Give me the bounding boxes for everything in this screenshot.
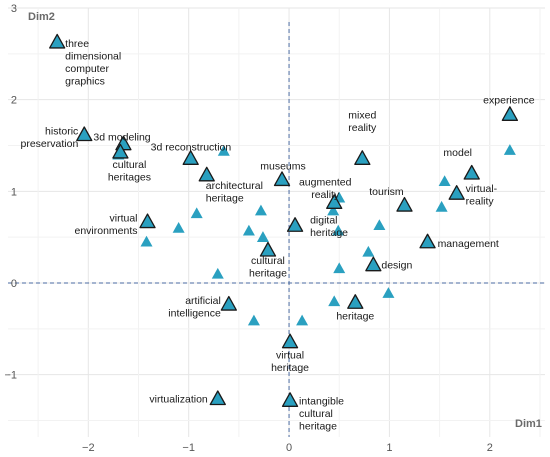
x-tick-label: 0 <box>286 442 292 454</box>
x-tick-label: −2 <box>82 442 95 454</box>
document-point-marker <box>503 144 516 155</box>
labeled-point-marker <box>259 241 277 257</box>
x-tick-label: −1 <box>182 442 195 454</box>
y-tick-label: 3 <box>11 3 17 15</box>
labeled-point-marker <box>396 196 413 212</box>
labeled-point-marker <box>501 106 519 121</box>
document-point-marker <box>327 204 340 216</box>
y-tick-label: 0 <box>11 278 17 290</box>
document-point-marker <box>328 295 341 307</box>
labeled-points <box>49 33 519 407</box>
labeled-point-marker <box>198 166 215 182</box>
document-point-marker <box>172 222 185 233</box>
labeled-point-marker <box>286 217 304 232</box>
document-point-marker <box>296 314 309 326</box>
document-point-marker <box>435 200 448 212</box>
labeled-point-marker <box>76 126 93 142</box>
labeled-point-marker <box>354 150 371 165</box>
document-point-marker <box>217 145 230 156</box>
labeled-point-marker <box>281 333 299 349</box>
point-label: tourism <box>369 186 404 198</box>
zero-reference-lines <box>8 22 545 437</box>
y-tick-label: 1 <box>11 186 17 198</box>
point-label: three dimensional computer graphics <box>65 38 121 88</box>
point-label: museums <box>260 160 306 172</box>
document-point-marker <box>332 224 345 236</box>
y-tick-label: −1 <box>4 370 17 382</box>
labeled-point-marker <box>182 150 199 165</box>
point-label: heritage <box>336 310 374 322</box>
labeled-point-marker <box>326 194 343 209</box>
y-tick-label: 2 <box>11 95 17 107</box>
point-label: architectural heritage <box>206 180 263 205</box>
labeled-point-marker <box>49 33 66 49</box>
point-label: model <box>443 147 472 159</box>
point-label: design <box>381 260 412 272</box>
document-point-marker <box>256 231 269 242</box>
point-label: digital heritage <box>310 214 348 239</box>
point-label: virtual-reality <box>466 183 498 208</box>
x-tick-label: 1 <box>386 442 392 454</box>
labeled-point-marker <box>419 233 436 249</box>
point-label: 3d reconstruction <box>151 141 232 153</box>
labeled-point-marker <box>365 256 382 272</box>
labeled-point-marker <box>139 213 156 229</box>
point-label: augmented reality <box>299 176 352 201</box>
document-point-marker <box>254 204 267 216</box>
point-labels: three dimensional computer graphics historic… <box>21 38 535 432</box>
x-axis-title: Dim1 <box>515 418 542 430</box>
labeled-point-marker <box>209 390 226 406</box>
point-label: virtualization <box>149 394 208 406</box>
labeled-point-marker <box>112 143 129 159</box>
point-label: mixed reality <box>348 109 377 134</box>
document-point-marker <box>373 219 386 231</box>
document-point-marker <box>247 314 260 326</box>
point-label: management <box>438 238 499 250</box>
document-point-marker <box>190 207 203 219</box>
document-point-marker <box>333 262 346 274</box>
point-label: cultural heritages <box>108 159 151 184</box>
point-label: cultural heritage <box>249 255 287 280</box>
point-label: historic preservation <box>21 126 79 151</box>
labeled-point-marker <box>220 295 237 311</box>
x-tick-label: 2 <box>487 442 493 454</box>
y-axis-title: Dim2 <box>28 11 55 23</box>
document-point-marker <box>211 267 224 279</box>
labeled-point-marker <box>273 171 291 187</box>
grid-lines <box>8 7 545 437</box>
document-point-marker <box>362 245 375 257</box>
document-point-marker <box>242 224 255 236</box>
labeled-point-marker <box>448 185 465 200</box>
labeled-point-marker <box>281 392 299 407</box>
labeled-point-marker <box>347 294 364 309</box>
point-label: 3d modeling <box>93 132 150 144</box>
point-label: experience <box>483 94 535 106</box>
point-label: intangible cultural heritage <box>299 395 344 432</box>
document-point-marker <box>140 235 153 247</box>
tick-labels: −2 −1 0 1 2 −1 0 1 2 3 <box>4 3 492 454</box>
document-point-marker <box>438 175 451 187</box>
point-label: virtual heritage <box>271 350 309 375</box>
document-point-marker <box>382 287 395 298</box>
point-label: virtual environments <box>74 213 137 238</box>
labeled-point-marker <box>463 164 480 180</box>
point-label: artificial intelligence <box>168 295 221 320</box>
